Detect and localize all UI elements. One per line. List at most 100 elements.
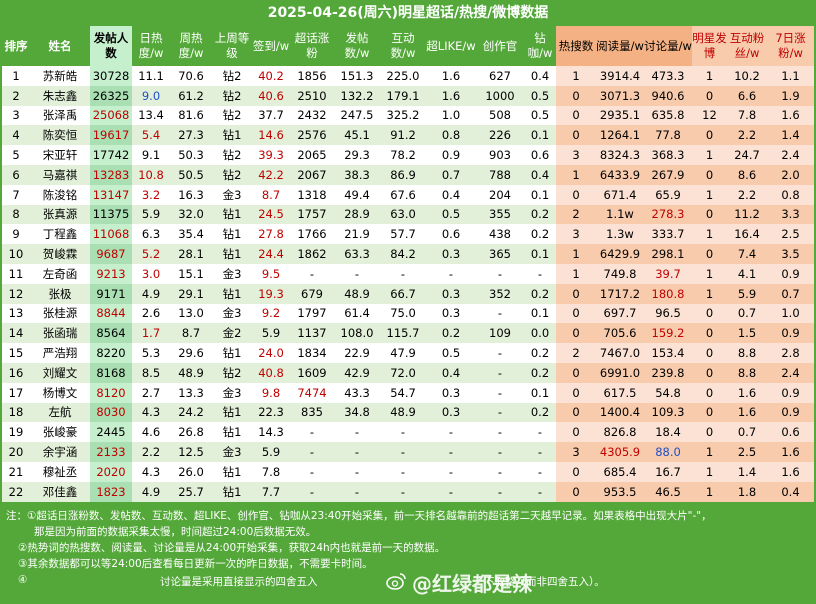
cell-super-like: 1.6 <box>426 66 476 86</box>
header-row: 排序 姓名 发帖人数 日热度/w 周热度/w 上周等级 签到/w 超话涨粉 发帖数/w 互动数/w… <box>2 26 814 66</box>
cell-star-posts: 1 <box>692 145 727 165</box>
cell-last-week-level: 钻1 <box>212 402 252 423</box>
cell-reads: 3071.3 <box>596 85 644 106</box>
cell-discussions: 368.3 <box>644 145 692 165</box>
cell-last-week-level: 金3 <box>212 442 252 462</box>
cell-reads: 749.8 <box>596 263 644 284</box>
cell-weekly-heat: 8.7 <box>170 323 212 344</box>
cell-super-like: 0.3 <box>426 244 476 264</box>
cell-checkin: 9.2 <box>252 303 290 324</box>
cell-star-posts: 12 <box>692 105 727 126</box>
col-header-seven-day-fans: 7日涨粉/w <box>767 26 814 66</box>
cell-poster-count: 13283 <box>90 164 132 185</box>
cell-hot-search: 3 <box>556 145 596 165</box>
cell-last-week-level: 钻2 <box>212 164 252 185</box>
cell-name: 余宇涵 <box>30 442 90 462</box>
cell-star-posts: 1 <box>692 224 727 245</box>
cell-rank: 13 <box>2 303 30 324</box>
col-header-interact-fans: 互动粉丝/w <box>727 26 767 66</box>
cell-star-posts: 1 <box>692 481 727 502</box>
cell-weekly-heat: 12.5 <box>170 442 212 462</box>
cell-discussions: 180.8 <box>644 283 692 304</box>
table-row: 1 苏新皓 30728 11.1 70.6 钻2 40.2 1856 151.3 225.0 1.6… <box>2 66 814 86</box>
cell-name: 宋亚轩 <box>30 145 90 165</box>
cell-posts: 34.8 <box>334 402 380 423</box>
cell-hot-search: 0 <box>556 461 596 482</box>
table-row: 6 马嘉祺 13283 10.8 50.5 钻2 42.2 2067 38.3 86.9 0.7 78… <box>2 164 814 185</box>
cell-hot-search: 0 <box>556 481 596 502</box>
cell-diamond: 0.4 <box>524 164 556 185</box>
cell-discussions: 473.3 <box>644 66 692 86</box>
cell-last-week-level: 钻1 <box>212 283 252 304</box>
cell-rank: 11 <box>2 263 30 284</box>
cell-checkin: 40.6 <box>252 85 290 106</box>
cell-daily-heat: 13.4 <box>132 105 170 126</box>
cell-name: 丁程鑫 <box>30 224 90 245</box>
cell-seven-day-fans: 0.9 <box>767 263 814 284</box>
cell-interactions: 48.9 <box>380 402 426 423</box>
cell-posts: 132.2 <box>334 85 380 106</box>
table-row: 8 张真源 11375 5.9 32.0 钻1 24.5 1757 28.9 63.0 0.5 355… <box>2 204 814 225</box>
cell-checkin: 39.3 <box>252 145 290 165</box>
col-header-rank: 排序 <box>2 26 30 66</box>
cell-discussions: 46.5 <box>644 481 692 502</box>
cell-star-posts: 0 <box>692 125 727 146</box>
cell-discussions: 88.0 <box>644 442 692 462</box>
cell-rank: 14 <box>2 323 30 344</box>
cell-hot-search: 0 <box>556 105 596 126</box>
cell-star-posts: 0 <box>692 204 727 225</box>
cell-super-like: 1.6 <box>426 85 476 106</box>
cell-name: 邓佳鑫 <box>30 481 90 502</box>
cell-creator: 903 <box>476 145 524 165</box>
cell-super-like: 0.2 <box>426 323 476 344</box>
cell-daily-heat: 1.7 <box>132 323 170 344</box>
cell-interactions: - <box>380 263 426 284</box>
table-row: 18 左航 8030 4.3 24.2 钻1 22.3 835 34.8 48.9 0.3-0.2 0… <box>2 402 814 423</box>
cell-weekly-heat: 35.4 <box>170 224 212 245</box>
table-title: 2025-04-26(周六)明星超话/热搜/微博数据 <box>267 5 549 21</box>
cell-discussions: 109.3 <box>644 402 692 423</box>
cell-discussions: 298.1 <box>644 244 692 264</box>
cell-super-like: 0.3 <box>426 402 476 423</box>
cell-rank: 16 <box>2 362 30 383</box>
cell-name: 张真源 <box>30 204 90 225</box>
cell-super-like: - <box>426 263 476 284</box>
cell-diamond: 0.1 <box>524 303 556 324</box>
cell-poster-count: 9687 <box>90 244 132 264</box>
cell-hot-search: 1 <box>556 244 596 264</box>
cell-checkin: 14.3 <box>252 422 290 443</box>
cell-posts: 108.0 <box>334 323 380 344</box>
cell-supertopic-fans: 1856 <box>290 66 334 86</box>
note-1: 注：①超话日涨粉数、发帖数、互动数、超LIKE、创作官、钻咖从23:40开始采集… <box>6 510 712 522</box>
table-row: 16 刘耀文 8168 8.5 48.9 钻2 40.8 1609 42.9 72.0 0.4-0.… <box>2 362 814 383</box>
cell-creator: 109 <box>476 323 524 344</box>
cell-seven-day-fans: 1.4 <box>767 125 814 146</box>
col-header-weekly-heat: 周热度/w <box>170 26 212 66</box>
cell-weekly-heat: 50.3 <box>170 145 212 165</box>
cell-name: 张函瑞 <box>30 323 90 344</box>
cell-interactions: 57.7 <box>380 224 426 245</box>
cell-interact-fans: 2.5 <box>727 442 767 462</box>
cell-interact-fans: 10.2 <box>727 66 767 86</box>
cell-star-posts: 0 <box>692 343 727 363</box>
cell-seven-day-fans: 0.4 <box>767 481 814 502</box>
cell-posts: 63.3 <box>334 244 380 264</box>
cell-discussions: 239.8 <box>644 362 692 383</box>
cell-rank: 19 <box>2 422 30 443</box>
cell-super-like: 0.5 <box>426 343 476 363</box>
cell-supertopic-fans: 835 <box>290 402 334 423</box>
col-header-interactions: 互动数/w <box>380 26 426 66</box>
cell-hot-search: 2 <box>556 204 596 225</box>
cell-interact-fans: 4.1 <box>727 263 767 284</box>
table-row: 7 陈浚铭 13147 3.2 16.3 金3 8.7 1318 49.4 67.6 0.4 204 0… <box>2 184 814 205</box>
cell-discussions: 16.7 <box>644 461 692 482</box>
cell-interactions: - <box>380 422 426 443</box>
cell-rank: 8 <box>2 204 30 225</box>
cell-hot-search: 1 <box>556 263 596 284</box>
cell-posts: 49.4 <box>334 184 380 205</box>
table-row: 10 贺峻霖 9687 5.2 28.1 钻1 24.4 1862 63.3 84.2 0.3 365… <box>2 244 814 264</box>
cell-rank: 15 <box>2 343 30 363</box>
cell-posts: - <box>334 422 380 443</box>
cell-posts: 247.5 <box>334 105 380 126</box>
cell-supertopic-fans: 1757 <box>290 204 334 225</box>
